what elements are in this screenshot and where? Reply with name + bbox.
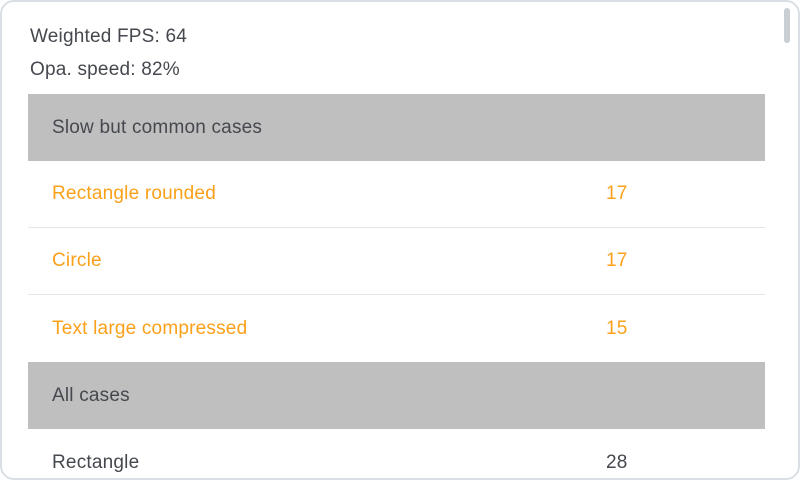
benchmark-case-name: Text large compressed: [52, 317, 248, 339]
benchmark-case-name: Rectangle: [52, 451, 140, 473]
section-header-slow-cases: Slow but common cases: [28, 94, 765, 161]
weighted-fps-label: Weighted FPS: 64: [30, 26, 188, 47]
benchmark-case-name: Rectangle rounded: [52, 183, 216, 204]
opa-speed-label: Opa. speed: 82%: [30, 59, 180, 80]
benchmark-case-fps-value: 17: [606, 250, 628, 271]
benchmark-case-fps-value: 28: [606, 451, 628, 473]
benchmark-case-name: Circle: [52, 250, 102, 271]
benchmark-results-list[interactable]: Slow but common cases Rectangle rounded …: [2, 94, 798, 478]
benchmark-case-fps-value: 15: [606, 317, 628, 339]
section-header-all-cases: All cases: [28, 362, 765, 429]
benchmark-row: Text large compressed 15: [28, 295, 765, 362]
benchmark-case-fps-value: 17: [606, 183, 628, 204]
benchmark-row: Rectangle 28: [28, 429, 765, 478]
benchmark-row: Circle 17: [28, 228, 765, 295]
benchmark-row: Rectangle rounded 17: [28, 161, 765, 228]
scrollbar-thumb[interactable]: [784, 8, 790, 43]
